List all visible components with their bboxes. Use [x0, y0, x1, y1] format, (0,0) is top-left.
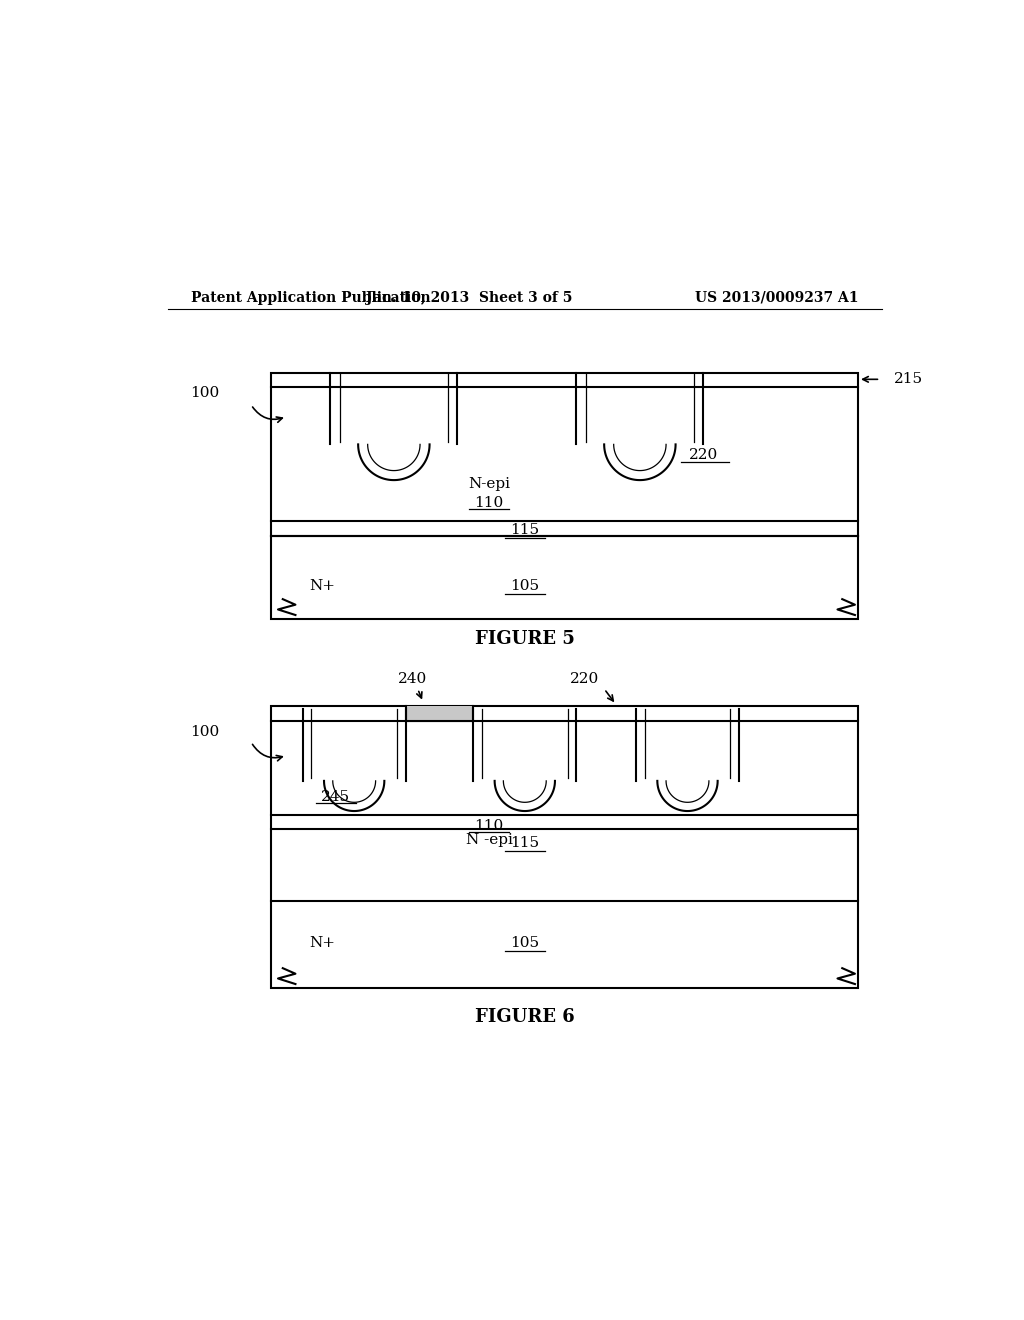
- Text: N+: N+: [309, 578, 336, 593]
- Bar: [406, 706, 473, 721]
- Text: 215: 215: [894, 372, 923, 387]
- Bar: [270, 706, 858, 987]
- Text: N+: N+: [309, 936, 336, 950]
- Text: 115: 115: [510, 836, 540, 850]
- Text: 220: 220: [689, 449, 718, 462]
- Text: US 2013/0009237 A1: US 2013/0009237 A1: [694, 290, 858, 305]
- Text: 110: 110: [474, 496, 504, 510]
- Text: N-epi: N-epi: [468, 477, 510, 491]
- Text: N -epi: N -epi: [466, 833, 513, 847]
- Text: 240: 240: [397, 672, 427, 686]
- Text: 110: 110: [474, 818, 504, 833]
- Text: 115: 115: [510, 523, 540, 537]
- Text: 105: 105: [510, 936, 540, 950]
- Text: Patent Application Publication: Patent Application Publication: [191, 290, 431, 305]
- Bar: [270, 374, 858, 619]
- Text: FIGURE 6: FIGURE 6: [475, 1008, 574, 1027]
- Text: 100: 100: [190, 385, 219, 400]
- Text: 245: 245: [322, 789, 350, 804]
- Text: 220: 220: [569, 672, 599, 686]
- Text: FIGURE 5: FIGURE 5: [475, 630, 574, 648]
- Text: Jan. 10, 2013  Sheet 3 of 5: Jan. 10, 2013 Sheet 3 of 5: [366, 290, 572, 305]
- Text: 105: 105: [510, 578, 540, 593]
- Text: 100: 100: [190, 725, 219, 739]
